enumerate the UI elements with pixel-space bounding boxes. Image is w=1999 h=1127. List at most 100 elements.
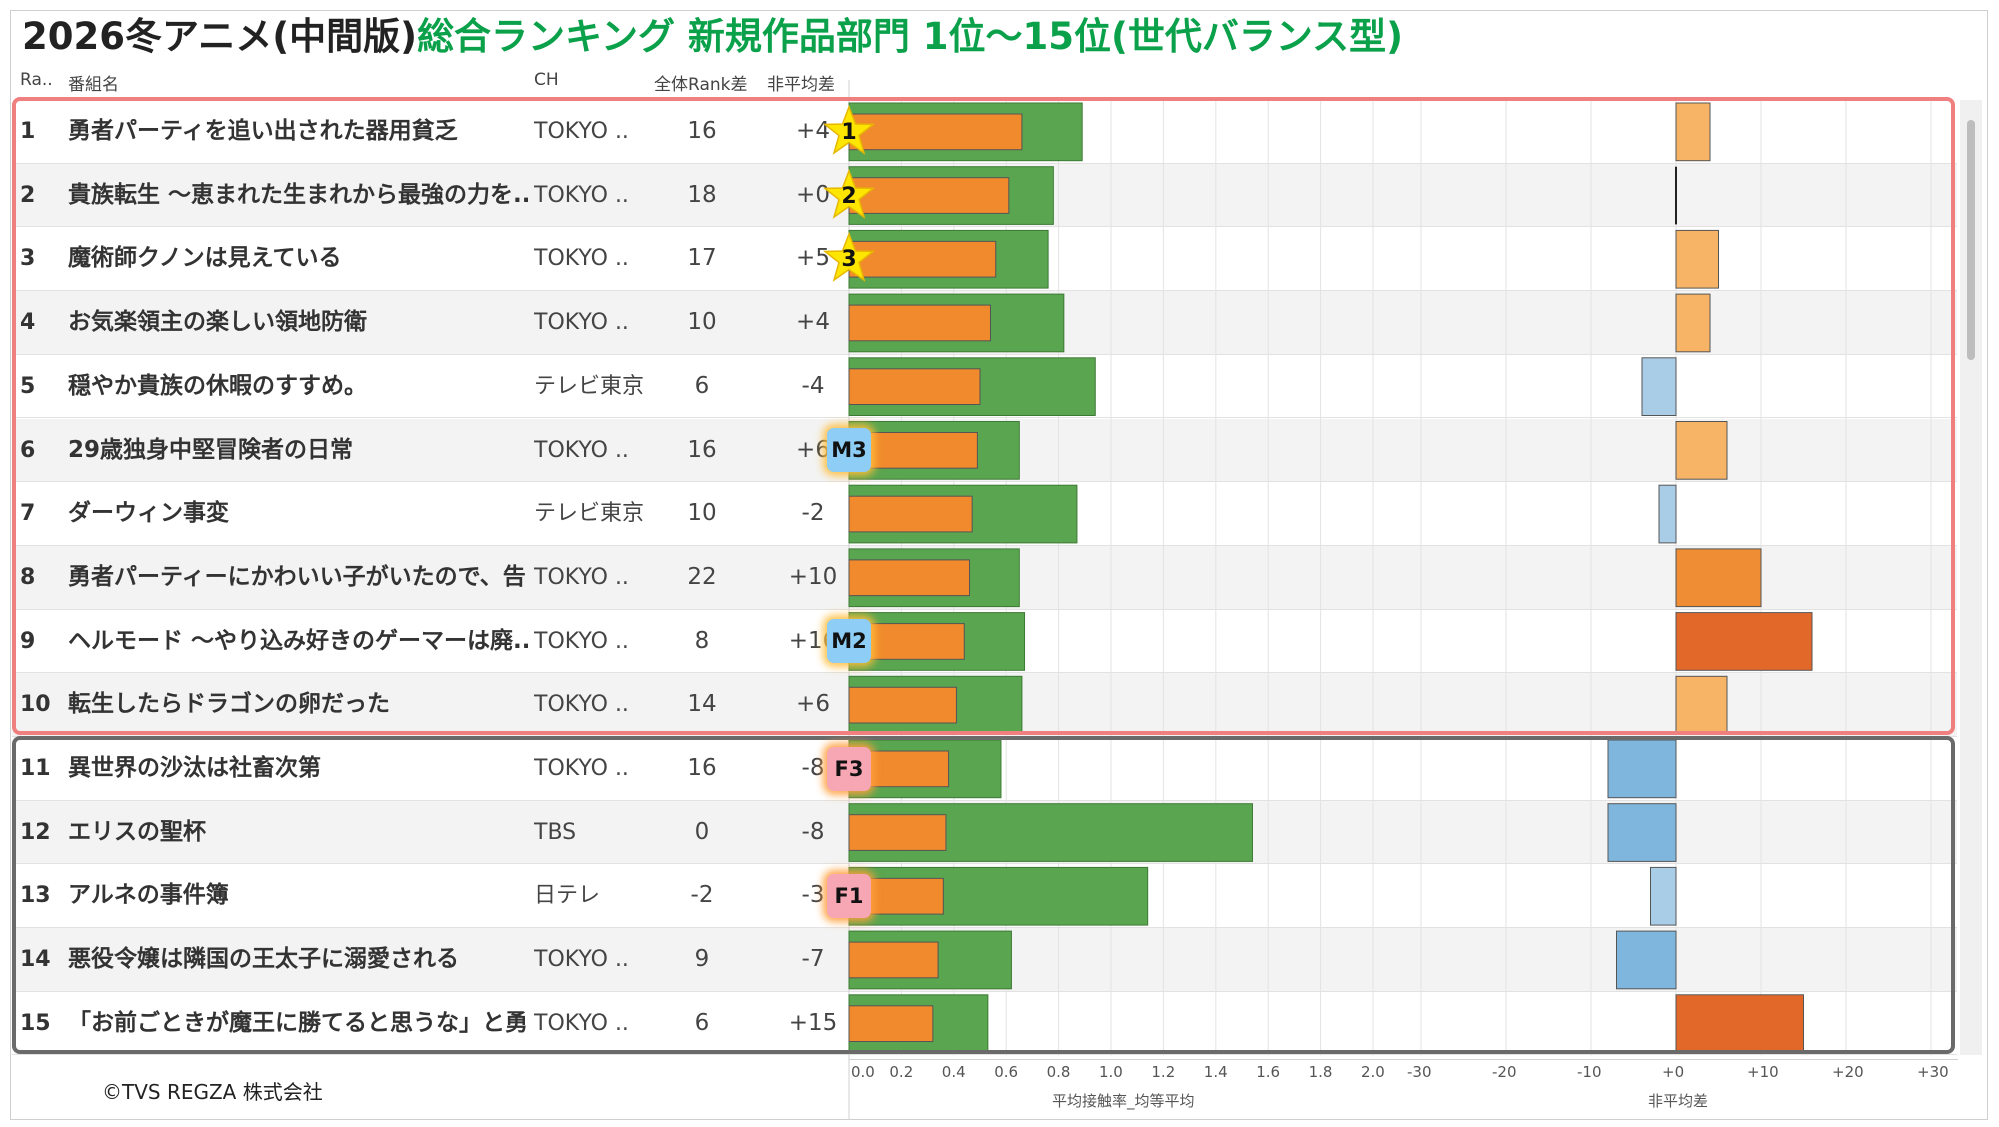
row-rank: 1 (20, 119, 36, 144)
row-channel: TBS (534, 819, 577, 845)
tick-label-left: 0.8 (1046, 1063, 1071, 1081)
star-badge-label: 1 (841, 119, 857, 145)
row-rank-diff: 16 (687, 436, 717, 463)
row-deviation: -8 (801, 755, 825, 781)
row-rank: 8 (20, 564, 36, 590)
axis-title-left: 平均接触率_均等平均 (1052, 1092, 1195, 1110)
row-separator (12, 927, 1957, 929)
row-channel: テレビ東京 (534, 373, 645, 399)
row-rank-diff: 0 (694, 818, 710, 845)
star-badge-label: 3 (841, 247, 857, 273)
row-channel: TOKYO .. (534, 246, 629, 272)
tick-label-right: +10 (1747, 1063, 1779, 1081)
demographic-badge: F3 (827, 746, 871, 791)
table-row[interactable]: 11 異世界の沙汰は社畜次第 TOKYO .. 16 -8 (12, 737, 1957, 801)
orange-bar (848, 240, 997, 278)
row-deviation: -7 (801, 946, 825, 973)
header-name[interactable]: 番組名 (68, 75, 119, 95)
header-deviation[interactable]: 非平均差 (767, 75, 835, 95)
row-rank: 3 (20, 246, 36, 272)
deviation-bar (1675, 293, 1711, 353)
row-deviation: +4 (796, 309, 830, 336)
tick-label-right: +0 (1662, 1063, 1685, 1081)
tick-label-left: 1.8 (1308, 1063, 1333, 1081)
demographic-badge: M3 (827, 428, 871, 473)
star-icon (822, 168, 876, 219)
tick-label-right: +20 (1832, 1063, 1864, 1081)
title-part1: 2026冬アニメ(中間版) (22, 15, 418, 58)
tick-label-left: 1.6 (1256, 1063, 1281, 1081)
row-deviation: +6 (796, 691, 830, 718)
deviation-bar (1675, 548, 1762, 608)
row-channel: TOKYO .. (534, 310, 629, 336)
table-row[interactable]: 5 穏やか貴族の休暇のすすめ。 テレビ東京 6 -4 (12, 355, 1957, 419)
row-title: 転生したらドラゴンの卵だった (68, 691, 390, 718)
row-rank: 13 (20, 883, 51, 909)
row-separator (12, 1054, 1957, 1056)
row-channel: TOKYO .. (534, 947, 629, 973)
row-separator (12, 672, 1957, 674)
deviation-bar (1675, 421, 1728, 480)
orange-bar (848, 368, 981, 405)
star-badge: 3 (821, 231, 877, 287)
header-channel[interactable]: CH (534, 70, 559, 90)
star-icon (822, 104, 876, 155)
table-row[interactable]: 3 魔術師クノンは見えている TOKYO .. 17 +5 (12, 227, 1957, 292)
row-rank: 10 (20, 692, 51, 718)
row-rank: 7 (20, 501, 36, 527)
row-separator (12, 226, 1957, 228)
tick-label-right: -10 (1577, 1063, 1602, 1081)
row-channel: TOKYO .. (534, 692, 629, 718)
row-channel: TOKYO .. (534, 437, 629, 463)
orange-bar (848, 495, 973, 533)
row-channel: TOKYO .. (534, 1010, 629, 1036)
scrollbar-track[interactable] (1960, 100, 1982, 1055)
row-rank: 2 (20, 182, 36, 208)
row-deviation: -3 (801, 882, 825, 909)
scrollbar-thumb[interactable] (1967, 120, 1975, 360)
table-row[interactable]: 15 「お前ごときが魔王に勝てると思うな」と勇.. TOKYO .. 6 +15 (12, 992, 1957, 1056)
deviation-bar (1607, 739, 1677, 799)
deviation-bar (1675, 994, 1804, 1053)
row-deviation: -8 (801, 818, 825, 845)
row-rank: 11 (20, 756, 51, 781)
table-row[interactable]: 7 ダーウィン事変 テレビ東京 10 -2 (12, 482, 1957, 546)
table-row[interactable]: 1 勇者パーティを追い出された器用貧乏 TOKYO .. 16 +4 (12, 100, 1957, 164)
row-channel: テレビ東京 (534, 501, 645, 527)
tick-label-right: -30 (1407, 1063, 1432, 1081)
row-title: 29歳独身中堅冒険者の日常 (68, 436, 354, 463)
row-title: ヘルモード ～やり込み好きのゲーマーは廃.. (68, 627, 528, 654)
row-separator (12, 863, 1957, 865)
star-badge: 1 (821, 104, 877, 160)
header-rank[interactable]: Ra.. (20, 70, 53, 90)
demographic-badge: F1 (827, 874, 871, 919)
row-channel: 日テレ (534, 883, 601, 909)
deviation-bar (1675, 675, 1728, 735)
dashboard-frame (10, 10, 1988, 1120)
row-deviation: -4 (801, 372, 825, 399)
row-deviation: +0 (796, 181, 830, 208)
row-rank-diff: 17 (687, 245, 717, 272)
row-rank: 6 (20, 437, 36, 463)
tick-label-right: -20 (1492, 1063, 1517, 1081)
orange-bar (848, 1005, 934, 1042)
deviation-bar (1675, 612, 1813, 671)
row-rank-diff: 18 (687, 181, 717, 208)
orange-bar (848, 177, 1010, 214)
row-deviation: +6 (796, 436, 830, 463)
table-row[interactable]: 13 アルネの事件簿 日テレ -2 -3 (12, 864, 1957, 929)
row-channel: TOKYO .. (534, 182, 629, 208)
star-badge-label: 2 (841, 183, 857, 209)
row-title: アルネの事件簿 (68, 882, 229, 909)
row-deviation: +10 (788, 563, 838, 590)
row-rank-diff: 16 (687, 755, 717, 781)
row-rank-diff: 10 (687, 500, 717, 527)
tick-label-right: +30 (1917, 1063, 1949, 1081)
row-rank-diff: -2 (690, 882, 714, 909)
row-rank-diff: 16 (687, 118, 717, 144)
tick-label-left: 1.0 (1099, 1063, 1123, 1081)
row-title: 勇者パーティーにかわいい子がいたので、告.. (68, 563, 528, 590)
header-rank-diff[interactable]: 全体Rank差 (654, 75, 748, 95)
row-rank: 15 (20, 1010, 51, 1036)
orange-bar (848, 304, 991, 342)
